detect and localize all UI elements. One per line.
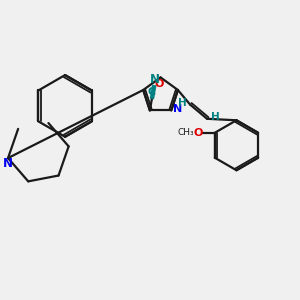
- Text: C: C: [148, 87, 156, 97]
- Text: N: N: [150, 74, 160, 86]
- Text: H: H: [178, 98, 186, 108]
- Text: H: H: [211, 112, 220, 122]
- Text: N: N: [173, 104, 182, 114]
- Text: CH₃: CH₃: [177, 128, 194, 137]
- Text: O: O: [154, 79, 164, 89]
- Text: N: N: [3, 158, 13, 170]
- Text: O: O: [194, 128, 203, 138]
